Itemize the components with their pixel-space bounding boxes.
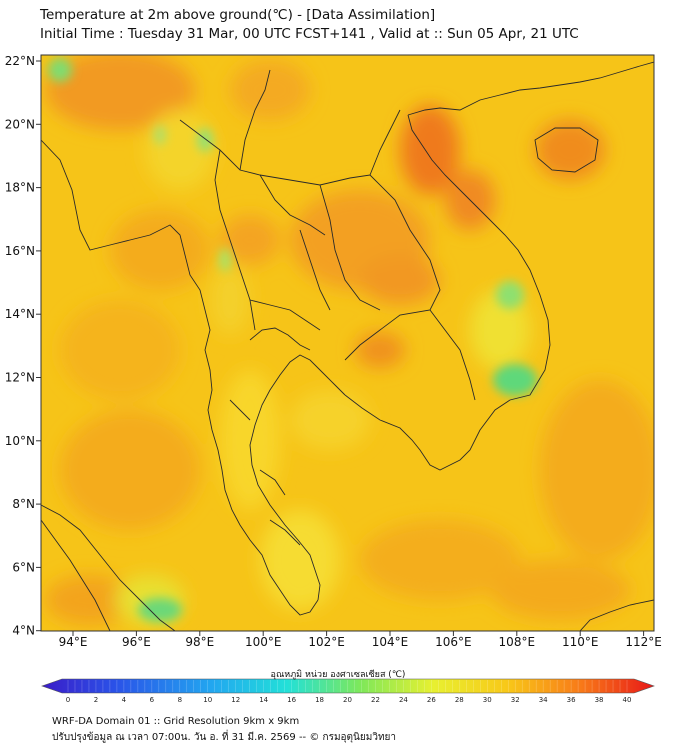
colorbar-tick-label: 32	[511, 696, 520, 704]
lon-tick-label: 106°E	[435, 635, 472, 649]
lat-tick-label: 6°N	[12, 560, 35, 574]
colorbar-tick-label: 14	[259, 696, 268, 704]
colorbar-tick-label: 30	[483, 696, 492, 704]
lon-tick-label: 100°E	[245, 635, 282, 649]
longitude-axis: 94°E 96°E 98°E 100°E 102°E 104°E 106°E 108°E 110…	[59, 631, 662, 649]
colorbar-tick-label: 36	[567, 696, 576, 704]
colorbar-tick-label: 28	[455, 696, 464, 704]
colorbar-tick-label: 10	[203, 696, 212, 704]
map-title: Temperature at 2m above ground(℃) - [Dat…	[40, 7, 436, 23]
colorbar-tick-label: 2	[94, 696, 98, 704]
colorbar-tick-label: 34	[539, 696, 548, 704]
lat-tick-label: 16°N	[5, 244, 35, 258]
colorbar-tick-label: 40	[623, 696, 632, 704]
lon-tick-label: 98°E	[185, 635, 214, 649]
lon-tick-label: 108°E	[499, 635, 536, 649]
lon-tick-label: 104°E	[372, 635, 409, 649]
colorbar-tick-label: 0	[66, 696, 70, 704]
temperature-field	[41, 55, 654, 631]
colorbar-tick-label: 26	[427, 696, 436, 704]
colorbar-tick-label: 24	[399, 696, 408, 704]
map-subtitle: Initial Time : Tuesday 31 Mar, 00 UTC FC…	[40, 26, 579, 42]
lon-tick-label: 96°E	[122, 635, 151, 649]
map-frame	[40, 54, 655, 632]
lat-tick-label: 14°N	[5, 307, 35, 321]
lat-tick-label: 22°N	[5, 54, 35, 68]
colorbar-tick-label: 6	[150, 696, 155, 704]
colorbar-title: อุณหภูมิ หน่วย องศาเซลเซียส (℃)	[270, 670, 406, 680]
footer-model-info: WRF-DA Domain 01 :: Grid Resolution 9km …	[52, 716, 300, 727]
lat-tick-label: 18°N	[5, 181, 35, 195]
colorbar-tick-label: 22	[371, 696, 380, 704]
lat-tick-label: 4°N	[12, 624, 35, 638]
lat-tick-label: 12°N	[5, 371, 35, 385]
colorbar-tick-label: 18	[315, 696, 324, 704]
lon-tick-label: 94°E	[59, 635, 88, 649]
lon-tick-label: 102°E	[308, 635, 345, 649]
lat-tick-label: 10°N	[5, 434, 35, 448]
colorbar-tick-label: 16	[287, 696, 296, 704]
colorbar: 0 2 4 6 8 10 12 14 16 18 20 22 24 26 28 30 32 34 36 38 40	[41, 678, 655, 704]
colorbar-tick-label: 12	[231, 696, 240, 704]
map-borders	[41, 61, 654, 631]
colorbar-tick-label: 4	[122, 696, 127, 704]
lat-tick-label: 8°N	[12, 497, 35, 511]
colorbar-tick-label: 20	[343, 696, 352, 704]
colorbar-tick-label: 8	[178, 696, 182, 704]
colorbar-tick-label: 38	[595, 696, 604, 704]
lat-tick-label: 20°N	[5, 117, 35, 131]
lon-tick-label: 112°E	[625, 635, 662, 649]
latitude-axis: 22°N 20°N 18°N 16°N 14°N 12°N 10°N 8°N 6°N 4°N	[5, 54, 41, 638]
lon-tick-label: 110°E	[562, 635, 599, 649]
footer-update-info: ปรับปรุงข้อมูล ณ เวลา 07:00น. วัน อ. ที่…	[52, 732, 397, 743]
